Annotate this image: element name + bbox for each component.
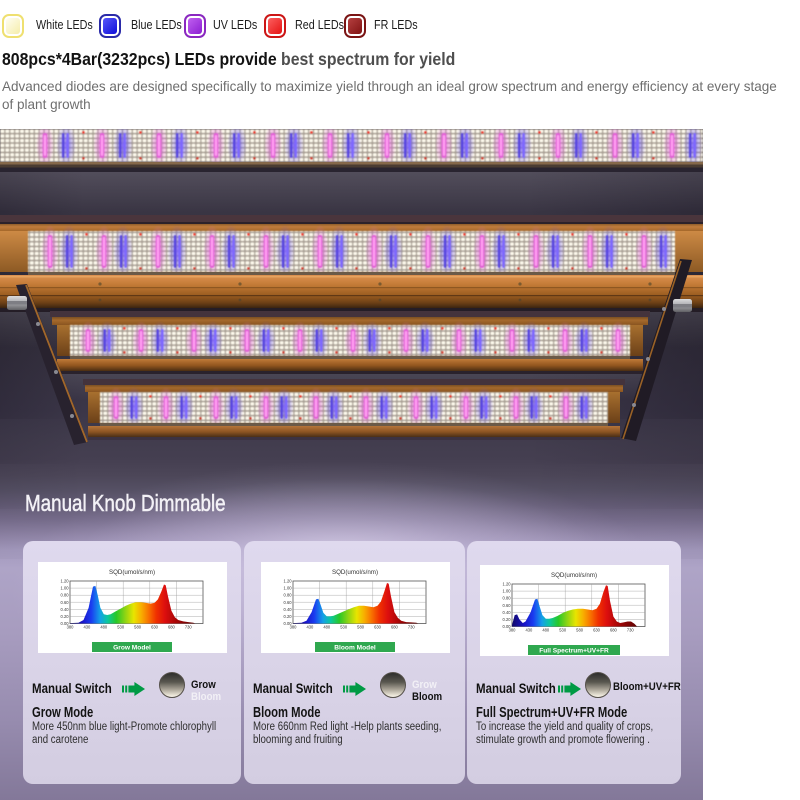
svg-text:730: 730 [408, 625, 416, 630]
svg-text:630: 630 [593, 628, 601, 633]
svg-text:680: 680 [391, 625, 399, 630]
svg-text:730: 730 [185, 625, 193, 630]
svg-text:380: 380 [509, 628, 517, 633]
svg-text:1.20: 1.20 [61, 579, 70, 584]
svg-text:1.20: 1.20 [284, 579, 293, 584]
svg-text:0.00: 0.00 [284, 621, 293, 626]
svg-text:0.80: 0.80 [503, 596, 512, 601]
svg-text:680: 680 [168, 625, 176, 630]
svg-text:580: 580 [357, 625, 365, 630]
svg-text:0.40: 0.40 [61, 607, 70, 612]
svg-text:0.40: 0.40 [284, 607, 293, 612]
svg-text:SQD(umol/s/nm): SQD(umol/s/nm) [551, 572, 597, 579]
svg-text:Bloom Model: Bloom Model [334, 645, 376, 652]
svg-text:0.00: 0.00 [503, 624, 512, 629]
svg-text:Full Spectrum+UV+FR: Full Spectrum+UV+FR [539, 648, 609, 655]
svg-text:0.60: 0.60 [61, 600, 70, 605]
svg-text:530: 530 [559, 628, 567, 633]
svg-text:430: 430 [525, 628, 533, 633]
svg-text:0.60: 0.60 [284, 600, 293, 605]
svg-text:430: 430 [83, 625, 91, 630]
svg-text:1.00: 1.00 [503, 589, 512, 594]
svg-text:630: 630 [151, 625, 159, 630]
svg-text:380: 380 [290, 625, 298, 630]
svg-text:630: 630 [374, 625, 382, 630]
svg-text:0.20: 0.20 [503, 617, 512, 622]
svg-text:1.00: 1.00 [61, 586, 70, 591]
svg-text:580: 580 [134, 625, 142, 630]
svg-text:0.20: 0.20 [284, 614, 293, 619]
svg-text:730: 730 [627, 628, 635, 633]
svg-text:480: 480 [100, 625, 108, 630]
svg-text:580: 580 [576, 628, 584, 633]
svg-text:0.80: 0.80 [284, 593, 293, 598]
svg-text:Grow Model: Grow Model [113, 645, 151, 652]
svg-text:480: 480 [542, 628, 550, 633]
svg-text:480: 480 [323, 625, 331, 630]
svg-text:SQD(umol/s/nm): SQD(umol/s/nm) [109, 569, 155, 576]
svg-text:380: 380 [67, 625, 75, 630]
svg-text:430: 430 [306, 625, 314, 630]
svg-text:1.20: 1.20 [503, 582, 512, 587]
svg-text:0.80: 0.80 [61, 593, 70, 598]
svg-text:0.60: 0.60 [503, 603, 512, 608]
svg-text:680: 680 [610, 628, 618, 633]
svg-text:0.40: 0.40 [503, 610, 512, 615]
svg-text:0.20: 0.20 [61, 614, 70, 619]
svg-text:530: 530 [117, 625, 125, 630]
svg-text:SQD(umol/s/nm): SQD(umol/s/nm) [332, 569, 378, 576]
svg-text:1.00: 1.00 [284, 586, 293, 591]
svg-text:0.00: 0.00 [61, 621, 70, 626]
svg-text:530: 530 [340, 625, 348, 630]
